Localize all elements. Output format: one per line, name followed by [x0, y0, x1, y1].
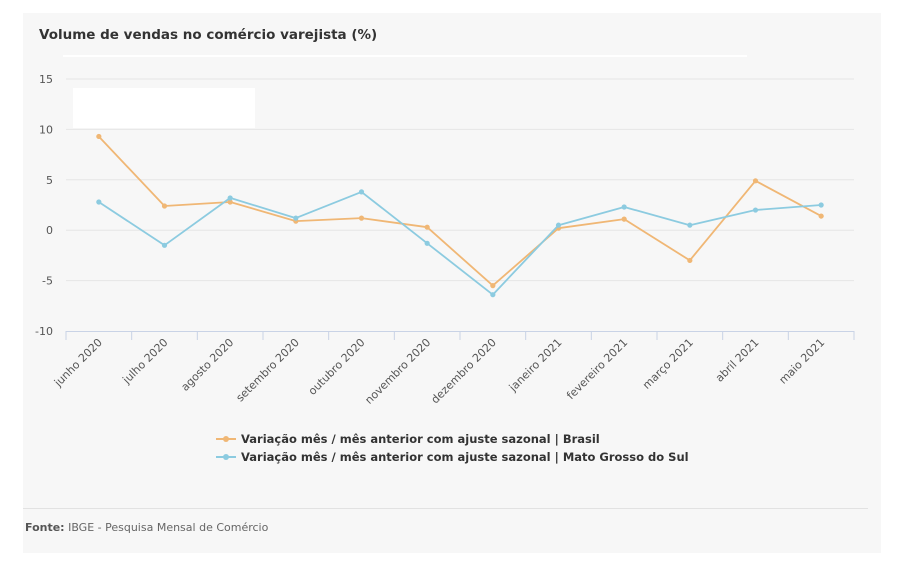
- legend-item-2[interactable]: Variação mês / mês anterior com ajuste s…: [216, 448, 689, 466]
- data-point: [687, 257, 693, 264]
- x-tick-label: fevereiro 2021: [564, 336, 630, 402]
- data-point: [293, 215, 299, 221]
- decorative-bar: [63, 55, 747, 57]
- y-tick-label: 5: [46, 174, 53, 187]
- data-point: [161, 242, 168, 248]
- data-point: [161, 203, 168, 209]
- data-point: [621, 216, 627, 222]
- x-tick-label: julho 2020: [120, 336, 171, 387]
- x-tick-label: setembro 2020: [234, 336, 302, 404]
- data-point: [96, 199, 102, 205]
- x-tick-label: novembro 2020: [362, 336, 433, 407]
- legend-label: Variação mês / mês anterior com ajuste s…: [241, 450, 689, 464]
- x-tick-label: outubro 2020: [306, 336, 368, 398]
- data-point: [96, 133, 102, 140]
- x-tick-label: agosto 2020: [179, 336, 237, 394]
- data-point: [490, 292, 496, 298]
- data-point: [818, 202, 824, 208]
- legend-marker-icon: [216, 452, 236, 462]
- source-text: IBGE - Pesquisa Mensal de Comércio: [68, 521, 269, 534]
- x-tick-label: dezembro 2020: [429, 336, 499, 406]
- source-note: Fonte: IBGE - Pesquisa Mensal de Comérci…: [25, 521, 268, 534]
- y-tick-label: -10: [35, 325, 53, 338]
- legend-marker-icon: [216, 434, 236, 444]
- legend-item-1[interactable]: Variação mês / mês anterior com ajuste s…: [216, 430, 689, 448]
- x-tick-label: março 2021: [640, 336, 696, 392]
- data-point: [424, 224, 430, 230]
- y-tick-label: 15: [39, 73, 53, 86]
- y-tick-label: 10: [39, 123, 53, 136]
- data-point: [424, 240, 430, 246]
- x-tick-label: abril 2021: [713, 336, 762, 385]
- divider: [23, 508, 868, 509]
- chart-legend: Variação mês / mês anterior com ajuste s…: [216, 430, 689, 466]
- data-point: [227, 199, 233, 205]
- data-point: [752, 178, 759, 184]
- series-line-1: [98, 135, 822, 287]
- blank-overlay: [73, 88, 255, 128]
- y-tick-label: 0: [46, 224, 53, 237]
- y-tick-label: -5: [42, 275, 53, 288]
- source-label: Fonte:: [25, 521, 65, 534]
- data-point: [227, 195, 233, 201]
- data-point: [687, 222, 693, 228]
- x-tick-label: maio 2021: [777, 336, 828, 387]
- data-point: [358, 215, 365, 221]
- data-point: [621, 204, 627, 210]
- data-point: [818, 213, 824, 219]
- legend-label: Variação mês / mês anterior com ajuste s…: [241, 432, 600, 446]
- data-point: [752, 207, 759, 213]
- x-tick-label: junho 2020: [51, 336, 105, 390]
- series-line-2: [98, 190, 822, 296]
- data-point: [555, 222, 562, 228]
- data-point: [358, 189, 365, 195]
- x-tick-label: janeiro 2021: [506, 336, 565, 395]
- data-point: [490, 283, 496, 289]
- chart-title: Volume de vendas no comércio varejista (…: [39, 27, 378, 43]
